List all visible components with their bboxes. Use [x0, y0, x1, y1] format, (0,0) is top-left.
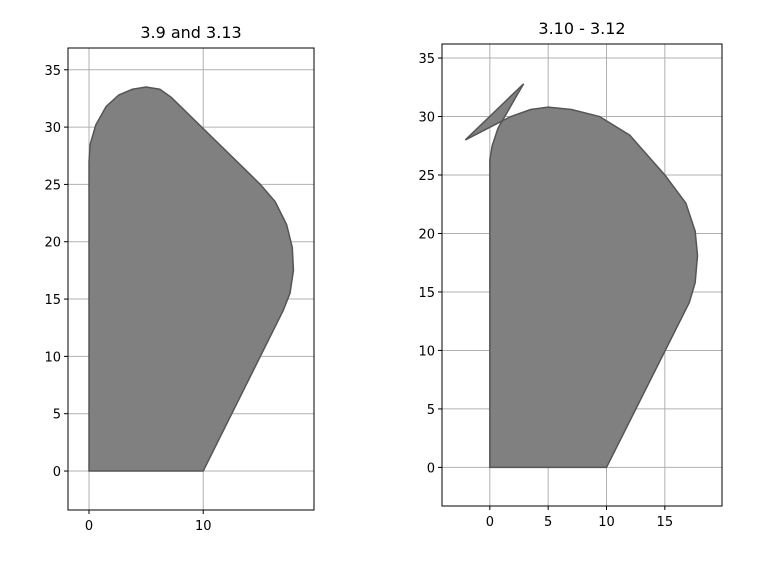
- x-tick-label: 15: [657, 515, 674, 530]
- shape: [464, 83, 699, 469]
- y-tick-label: 0: [427, 461, 435, 476]
- x-tick-label: 10: [598, 515, 615, 530]
- y-tick-label: 20: [44, 236, 61, 251]
- y-tick-label: 30: [44, 121, 61, 136]
- y-tick-label: 25: [418, 169, 435, 184]
- y-tick-label: 10: [418, 344, 435, 359]
- y-tick-label: 5: [427, 403, 435, 418]
- y-tick-label: 30: [418, 111, 435, 126]
- y-tick-label: 35: [418, 52, 435, 67]
- axes-frame: [67, 47, 315, 511]
- y-tick-label: 20: [418, 227, 435, 242]
- y-tick-label: 25: [44, 178, 61, 193]
- x-tick-label: 0: [486, 515, 494, 530]
- x-tick-label: 5: [544, 515, 552, 530]
- x-tick-label: 10: [195, 519, 212, 534]
- shape: [88, 86, 295, 472]
- y-tick-label: 35: [44, 64, 61, 79]
- y-tick-label: 10: [44, 350, 61, 365]
- chart-title: 3.10 - 3.12: [538, 19, 625, 38]
- chart-title: 3.9 and 3.13: [140, 23, 241, 42]
- axes-frame: [441, 43, 723, 507]
- y-tick-label: 15: [418, 286, 435, 301]
- y-tick-label: 5: [53, 408, 61, 423]
- y-tick-label: 15: [44, 293, 61, 308]
- x-tick-label: 0: [85, 519, 93, 534]
- y-tick-label: 0: [53, 465, 61, 480]
